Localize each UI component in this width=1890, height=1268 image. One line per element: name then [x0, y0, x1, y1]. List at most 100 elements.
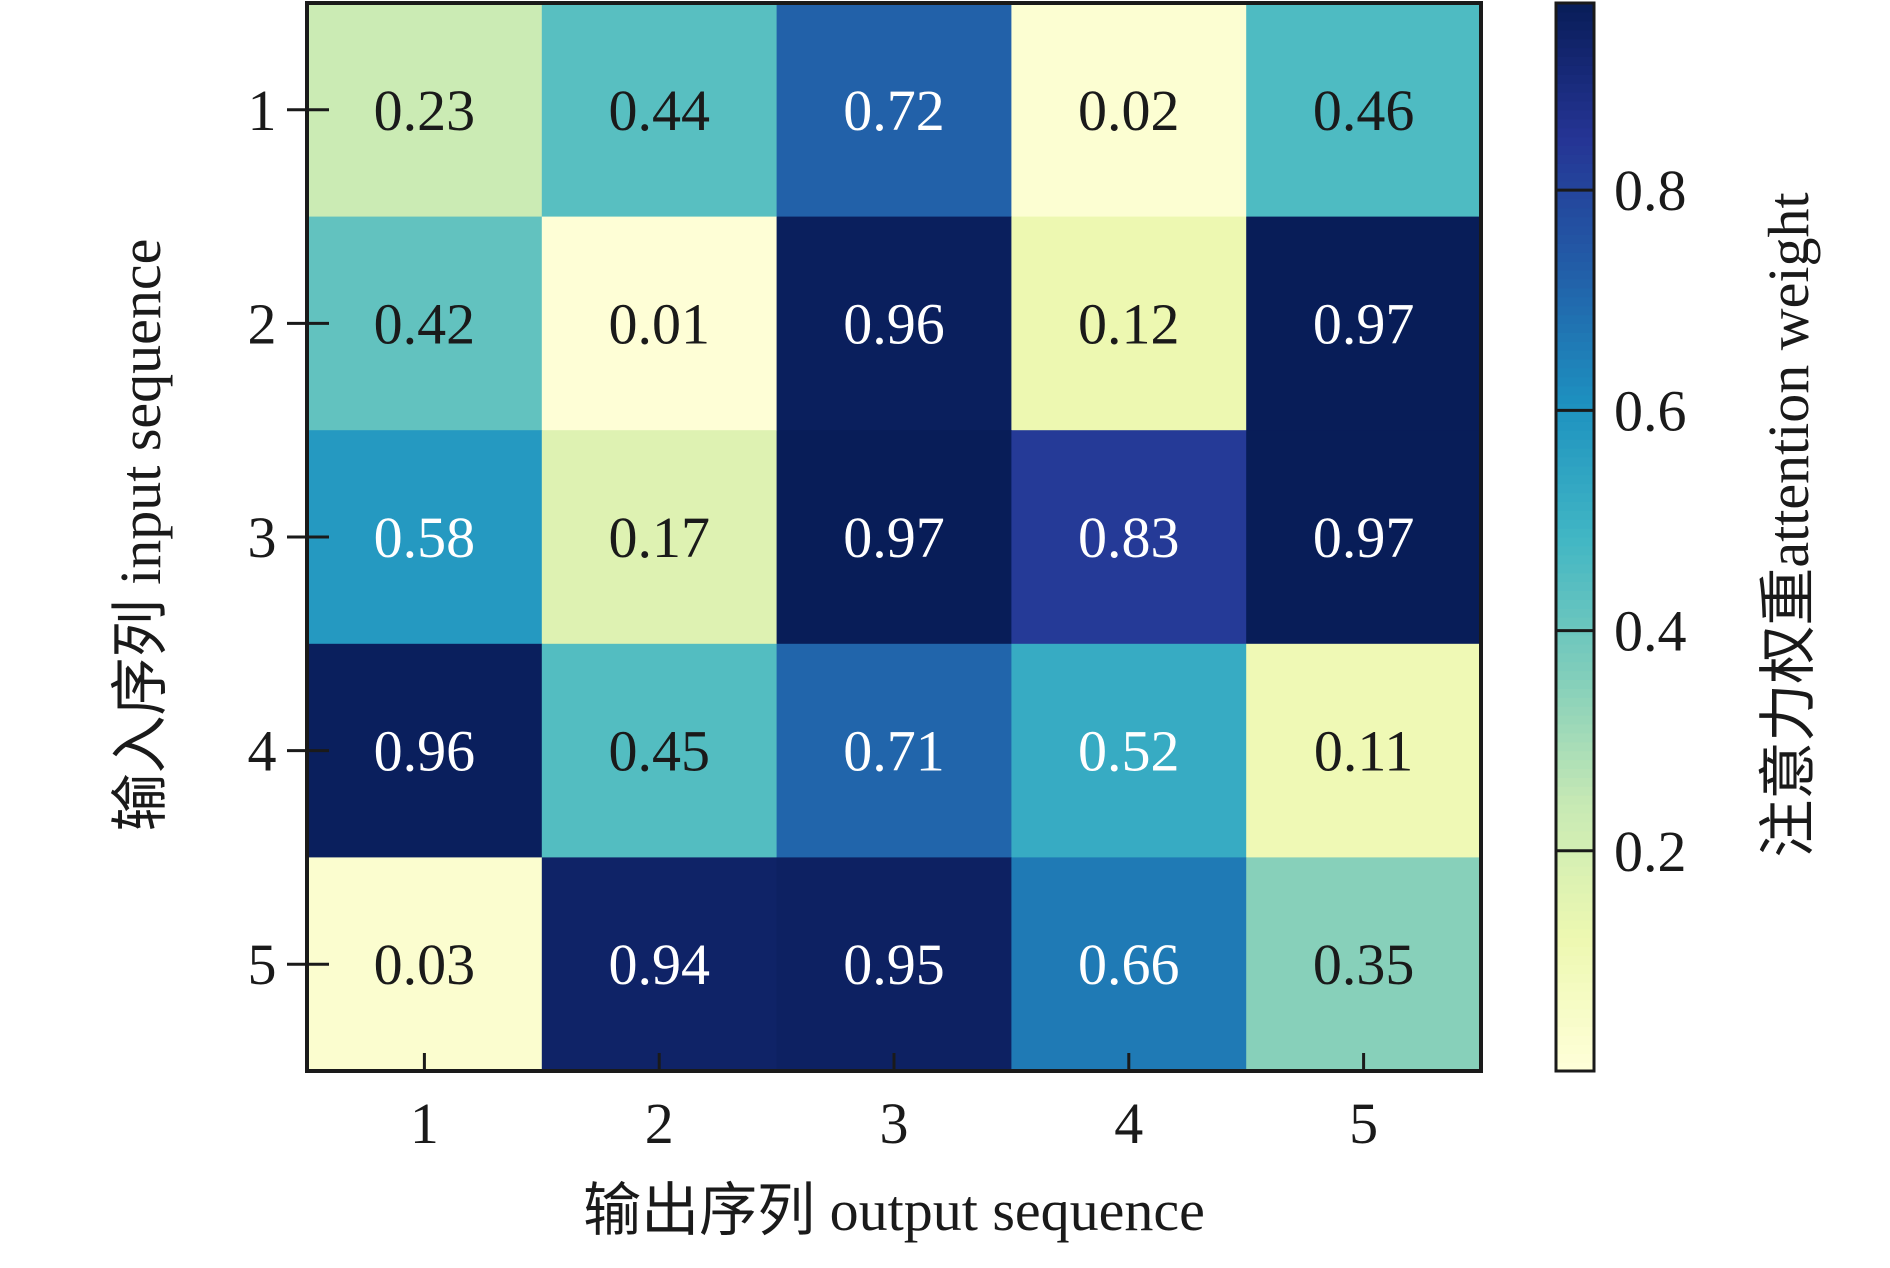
- colorbar-segment: [1556, 946, 1594, 956]
- colorbar-segment: [1556, 234, 1594, 244]
- heatmap-cell-value-r5-c2: 0.94: [608, 932, 710, 997]
- y-tick-label-1: 1: [248, 78, 277, 143]
- colorbar-segment: [1556, 1035, 1594, 1045]
- colorbar-segment: [1556, 812, 1594, 823]
- heatmap-cell-r5-c4: [1011, 857, 1247, 1072]
- colorbar-segment: [1556, 1053, 1594, 1063]
- colorbar-segment: [1556, 973, 1594, 983]
- heatmap-cell-r3-c2: [541, 430, 778, 645]
- colorbar-segment: [1556, 287, 1594, 298]
- heatmap-cell-value-r4-c3: 0.71: [843, 719, 945, 784]
- heatmap-cell-value-r5-c5: 0.35: [1313, 932, 1415, 997]
- colorbar-segment: [1556, 3, 1594, 13]
- colorbar-segment: [1556, 537, 1594, 547]
- colorbar-segment: [1556, 189, 1594, 200]
- colorbar-segment: [1556, 456, 1594, 467]
- colorbar-segment: [1556, 367, 1594, 378]
- colorbar-segment: [1556, 688, 1594, 698]
- colorbar-tick-label-4: 0.8: [1614, 158, 1687, 223]
- colorbar-segment: [1556, 652, 1594, 663]
- colorbar-segment: [1556, 893, 1594, 903]
- colorbar-segment: [1556, 136, 1594, 146]
- colorbar-segment: [1556, 821, 1594, 832]
- colorbar-segment: [1556, 804, 1594, 814]
- colorbar-segment: [1556, 723, 1594, 734]
- heatmap-cell-r2-c1: [307, 216, 543, 431]
- heatmap-cell-value-r5-c1: 0.03: [374, 932, 476, 997]
- colorbar-segment: [1556, 661, 1594, 672]
- colorbar-tick-label-2: 0.4: [1614, 599, 1687, 664]
- colorbar-segment: [1556, 839, 1594, 850]
- colorbar-segment: [1556, 181, 1594, 191]
- colorbar-segment: [1556, 857, 1594, 867]
- colorbar-frame: [1554, 1, 1596, 1073]
- heatmap-cell-r1-c1: [307, 3, 543, 218]
- colorbar-segment: [1556, 448, 1594, 458]
- colorbar-segment: [1556, 127, 1594, 138]
- heatmap-cell-value-r2-c4: 0.12: [1078, 291, 1180, 356]
- colorbar-title: 注意力权重attention weight: [1756, 192, 1821, 857]
- colorbar-segment: [1556, 590, 1594, 600]
- colorbar-segment: [1556, 768, 1594, 778]
- heatmap-cell-value-r3-c2: 0.17: [608, 505, 710, 570]
- x-tick-label-5: 5: [1349, 1091, 1378, 1156]
- heatmap-cell-value-r2-c2: 0.01: [608, 291, 710, 356]
- heatmap-cell-value-r3-c5: 0.97: [1313, 505, 1415, 570]
- heatmap-cell-r5-c5: [1246, 857, 1482, 1072]
- colorbar-segment: [1556, 474, 1594, 485]
- colorbar-segment: [1556, 999, 1594, 1010]
- colorbar-segment: [1556, 314, 1594, 324]
- colorbar-segment: [1556, 430, 1594, 440]
- y-tick-label-4: 4: [248, 719, 277, 784]
- colorbar-segment: [1556, 154, 1594, 164]
- colorbar-segment: [1556, 216, 1594, 227]
- colorbar-segment: [1556, 964, 1594, 974]
- colorbar-segment: [1556, 83, 1594, 93]
- colorbar-segment: [1556, 982, 1594, 992]
- heatmap-cell-value-r4-c1: 0.96: [374, 719, 476, 784]
- heatmap-cell-r5-c1: [307, 857, 543, 1072]
- colorbar-segment: [1556, 38, 1594, 49]
- colorbar-segment: [1556, 421, 1594, 431]
- colorbar-segment: [1556, 483, 1594, 494]
- heatmap-cell-value-r1-c2: 0.44: [608, 78, 710, 143]
- heatmap-cell-r5-c2: [541, 857, 778, 1072]
- colorbar-segment: [1556, 305, 1594, 316]
- colorbar-segment: [1556, 350, 1594, 360]
- heatmap-cell-r5-c3: [776, 857, 1012, 1072]
- x-axis-title: 输出序列 output sequence: [583, 1178, 1205, 1243]
- colorbar-segment: [1556, 884, 1594, 894]
- colorbar-segment: [1556, 412, 1594, 422]
- y-tick-label-5: 5: [248, 932, 277, 997]
- colorbar-segment: [1556, 910, 1594, 921]
- heatmap-cell-r3-c4: [1011, 430, 1247, 645]
- heatmap-cell-value-r4-c2: 0.45: [608, 719, 710, 784]
- colorbar-segment: [1556, 937, 1594, 947]
- heatmap-cell-r2-c5: [1246, 216, 1482, 431]
- heatmap-cell-r4-c2: [541, 643, 778, 858]
- colorbar-segment: [1556, 608, 1594, 618]
- colorbar-segment: [1556, 599, 1594, 609]
- colorbar-segment: [1556, 866, 1594, 876]
- colorbar-segment: [1556, 901, 1594, 912]
- colorbar-segment: [1556, 1017, 1594, 1028]
- heatmap-cell-value-r5-c4: 0.66: [1078, 932, 1180, 997]
- colorbar-segment: [1556, 109, 1594, 120]
- colorbar-segment: [1556, 528, 1594, 538]
- colorbar-segment: [1556, 706, 1594, 716]
- colorbar-segment: [1556, 278, 1594, 289]
- colorbar-segment: [1556, 118, 1594, 129]
- colorbar-segment: [1556, 643, 1594, 654]
- colorbar-segment: [1556, 786, 1594, 796]
- colorbar-segment: [1556, 74, 1594, 84]
- colorbar-segment: [1556, 252, 1594, 262]
- colorbar-segment: [1556, 563, 1594, 574]
- colorbar-segment: [1556, 1008, 1594, 1019]
- colorbar-segment: [1556, 715, 1594, 725]
- colorbar-segment: [1556, 341, 1594, 351]
- colorbar-segment: [1556, 634, 1594, 645]
- colorbar-segment: [1556, 20, 1594, 31]
- y-axis-title: 输入序列 input sequence: [108, 239, 173, 832]
- colorbar-segment: [1556, 830, 1594, 841]
